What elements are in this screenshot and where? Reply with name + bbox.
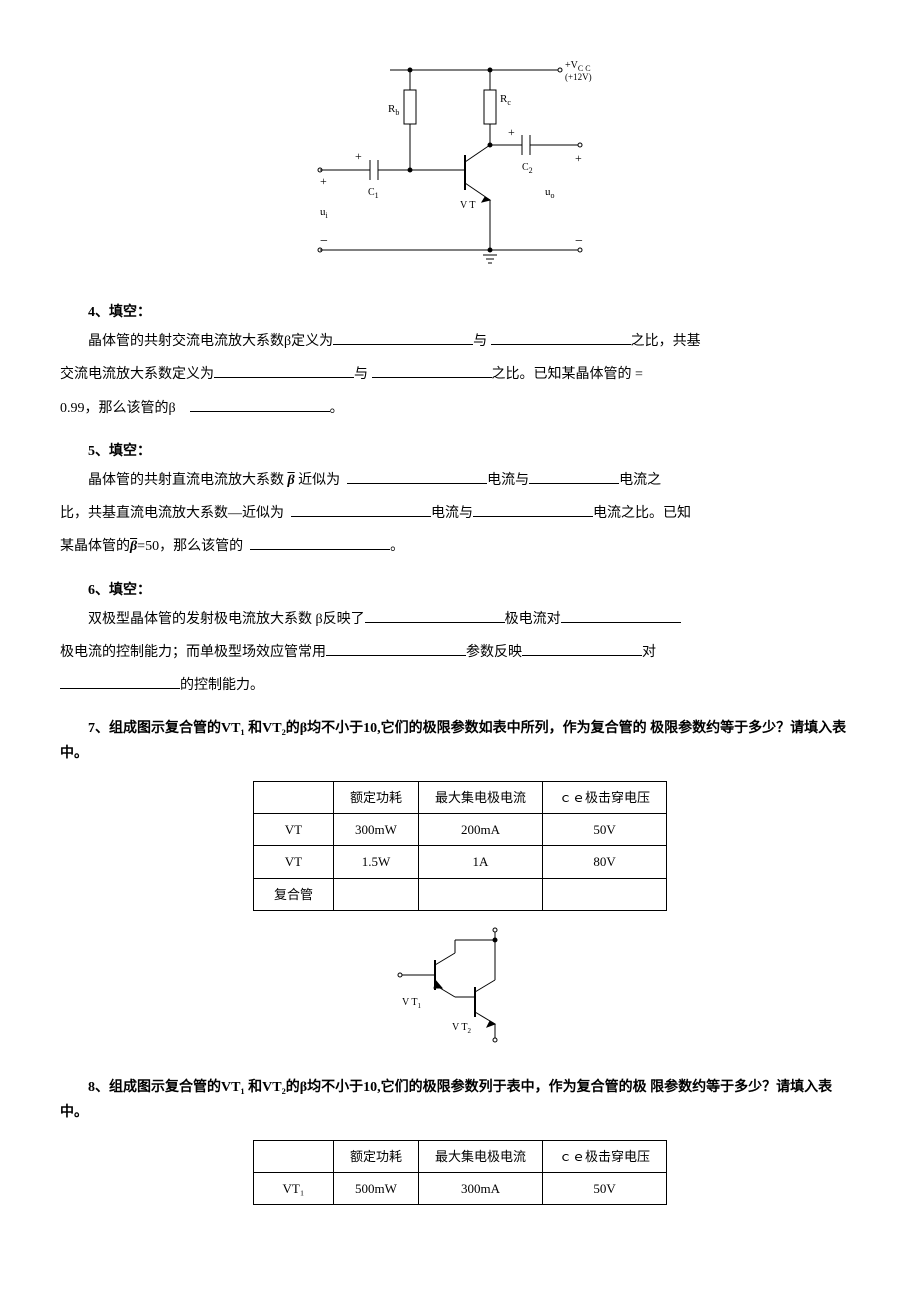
q4-body: 晶体管的共射交流电流放大系数β定义为与 之比，共基	[60, 329, 860, 354]
svg-text:ui: ui	[320, 206, 329, 220]
circuit-amplifier-diagram: +VC C (+12V) Rb Rc V T + C1 + ui −	[300, 50, 620, 280]
svg-text:−: −	[575, 234, 583, 249]
q5-body-3: 某晶体管的β=50，那么该管的 。	[60, 534, 860, 559]
q8-table: 额定功耗 最大集电极电流 ｃｅ极击穿电压 VT₁ 500mW 300mA 50V	[253, 1140, 667, 1206]
q5-title: 5、填空：	[60, 439, 860, 464]
svg-text:+: +	[508, 125, 515, 139]
svg-text:V T1: V T1	[402, 997, 421, 1010]
svg-text:uo: uo	[545, 186, 555, 200]
q4-title: 4、填空：	[60, 300, 860, 325]
q8-title: 8、组成图示复合管的VT₁ 和VT₂的β均不小于10,它们的极限参数列于表中，作…	[60, 1075, 860, 1125]
q7-table: 额定功耗 最大集电极电流 ｃｅ极击穿电压 VT 300mW 200mA 50V …	[253, 781, 667, 912]
svg-text:C2: C2	[522, 162, 533, 175]
svg-text:Rc: Rc	[500, 93, 511, 107]
q6-title: 6、填空：	[60, 578, 860, 603]
q5-body: 晶体管的共射直流电流放大系数 β 近似为 电流与电流之	[60, 468, 860, 493]
svg-text:−: −	[320, 234, 328, 249]
q6-body: 双极型晶体管的发射极电流放大系数 β反映了极电流对	[60, 607, 860, 632]
q4-body-2: 交流电流放大系数定义为与 之比。已知某晶体管的 =	[60, 362, 860, 387]
q4-body-3: 0.99，那么该管的β 。	[60, 396, 860, 421]
svg-text:+: +	[355, 149, 362, 163]
svg-text:V T2: V T2	[452, 1022, 471, 1035]
darlington-diagram: V T1 V T2	[380, 925, 540, 1055]
q7-title: 7、组成图示复合管的VT₁ 和VT₂的β均不小于10,它们的极限参数如表中所列，…	[60, 716, 860, 766]
svg-text:V T: V T	[460, 200, 475, 211]
svg-text:+: +	[575, 151, 582, 165]
q6-body-3: 的控制能力。	[60, 673, 860, 698]
svg-text:Rb: Rb	[388, 103, 399, 117]
svg-text:+: +	[320, 174, 327, 188]
vcc-note: (+12V)	[565, 72, 592, 82]
q6-body-2: 极电流的控制能力；而单极型场效应管常用参数反映对	[60, 640, 860, 665]
svg-text:C1: C1	[368, 187, 379, 200]
q5-body-2: 比，共基直流电流放大系数—近似为 电流与电流之比。已知	[60, 501, 860, 526]
